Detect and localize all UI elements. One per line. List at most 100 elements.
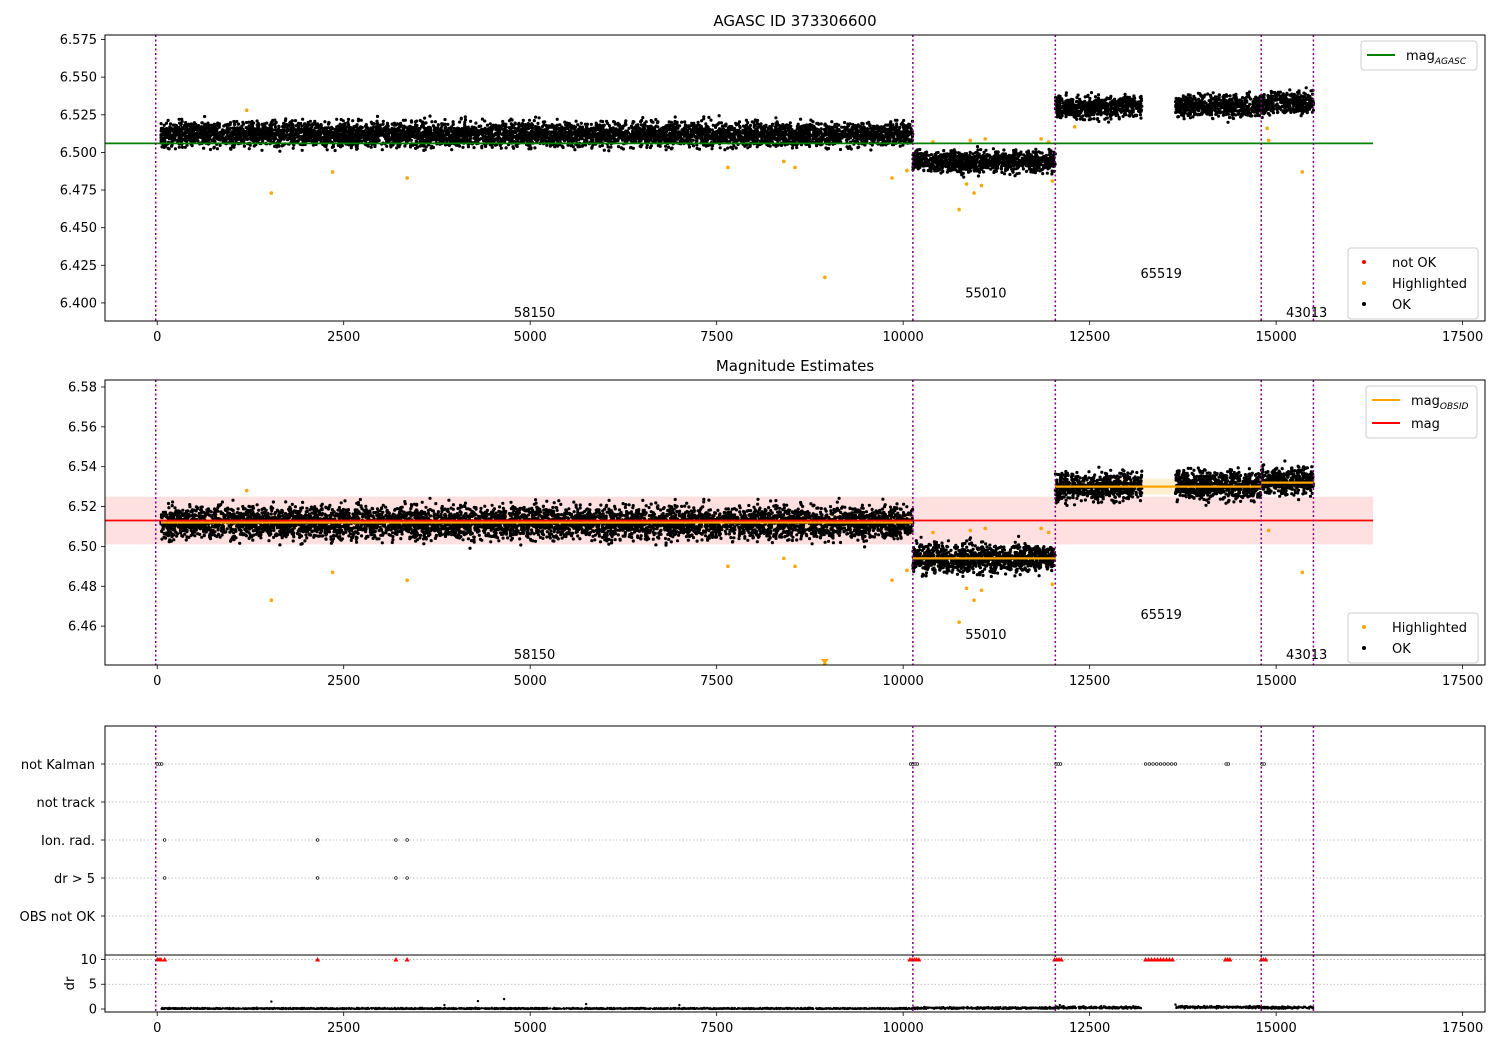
- legend-label: Highlighted: [1392, 621, 1467, 636]
- flag-marker: [395, 877, 398, 880]
- highlighted-point: [965, 182, 969, 186]
- y-tick-label: 6.500: [60, 146, 97, 161]
- ok-points-segment: [1176, 1006, 1260, 1009]
- y-tick-label: 6.450: [60, 221, 97, 236]
- highlighted-point: [726, 565, 730, 569]
- obsid-annotation: 43013: [1286, 648, 1327, 663]
- legend-label: Highlighted: [1392, 277, 1467, 292]
- legend-label: not OK: [1392, 256, 1437, 271]
- legend-label: mag: [1411, 417, 1440, 432]
- highlighted-point: [331, 571, 335, 575]
- x-tick-label: 15000: [1255, 1021, 1296, 1036]
- flag-marker: [406, 839, 409, 842]
- dr-point: [477, 1000, 479, 1002]
- x-tick-label: 5000: [514, 674, 547, 689]
- obsid-annotation: 55010: [965, 628, 1006, 643]
- chart-title: AGASC ID 373306600: [713, 12, 876, 30]
- highlighted-point: [1051, 179, 1055, 183]
- obsid-annotation: 58150: [514, 306, 555, 321]
- x-tick-label: 7500: [700, 1021, 733, 1036]
- x-tick-label: 17500: [1442, 674, 1483, 689]
- y-tick-label: 6.58: [68, 380, 97, 395]
- legend-marker: [1362, 625, 1366, 629]
- highlighted-point: [270, 598, 274, 602]
- legend-label: OK: [1392, 298, 1411, 313]
- flag-marker: [1163, 763, 1166, 766]
- x-tick-label: 0: [153, 330, 161, 345]
- highlighted-point: [1265, 127, 1269, 131]
- highlighted-point: [957, 208, 961, 212]
- highlighted-point: [782, 160, 786, 164]
- y-tick-label: 6.50: [68, 540, 97, 555]
- highlighted-point: [245, 489, 249, 493]
- flag-marker: [316, 839, 319, 842]
- y-tick-label: 6.575: [60, 33, 97, 48]
- dr-point: [443, 1004, 445, 1006]
- obsid-annotation: 65519: [1141, 267, 1182, 282]
- highlighted-point: [968, 529, 972, 533]
- highlighted-point: [793, 166, 797, 170]
- obsid-annotation: 55010: [965, 286, 1006, 301]
- highlighted-point: [983, 527, 987, 531]
- flag-marker: [1227, 763, 1230, 766]
- flag-marker: [395, 839, 398, 842]
- flag-category-label: not Kalman: [21, 758, 95, 773]
- dr-point: [678, 1004, 680, 1006]
- x-tick-label: 10000: [882, 1021, 923, 1036]
- highlighted-point: [972, 598, 976, 602]
- flag-marker: [163, 877, 166, 880]
- x-tick-label: 12500: [1069, 674, 1110, 689]
- highlighted-point: [965, 586, 969, 590]
- highlighted-point: [1073, 125, 1077, 129]
- y-tick-label: 6.52: [68, 500, 97, 515]
- dr-point: [503, 998, 505, 1000]
- x-tick-label: 5000: [514, 1021, 547, 1036]
- legend-marker: [1362, 302, 1366, 306]
- flag-marker: [1263, 763, 1266, 766]
- highlighted-point: [905, 169, 909, 173]
- x-tick-label: 2500: [327, 674, 360, 689]
- flag-category-label: Ion. rad.: [41, 834, 95, 849]
- highlighted-point: [245, 108, 249, 112]
- highlighted-point: [983, 137, 987, 141]
- x-tick-label: 0: [153, 1021, 161, 1036]
- x-tick-label: 17500: [1442, 1021, 1483, 1036]
- y-tick-label: 6.525: [60, 108, 97, 123]
- highlighted-point: [972, 191, 976, 195]
- flag-category-label: dr > 5: [54, 872, 95, 887]
- highlighted-point: [270, 191, 274, 195]
- highlighted-point: [980, 588, 984, 592]
- y-tick-label: 6.400: [60, 296, 97, 311]
- x-tick-label: 2500: [327, 330, 360, 345]
- x-tick-label: 15000: [1255, 330, 1296, 345]
- flag-marker: [1170, 763, 1173, 766]
- flag-marker: [1152, 763, 1155, 766]
- dr-point: [585, 1003, 587, 1005]
- flag-marker: [1167, 763, 1170, 766]
- legend-marker: [1362, 646, 1366, 650]
- highlighted-point: [890, 176, 894, 180]
- highlighted-point: [1047, 531, 1051, 535]
- flag-marker: [1059, 763, 1062, 766]
- x-tick-label: 7500: [700, 330, 733, 345]
- flag-marker: [160, 763, 163, 766]
- highlighted-point: [1300, 170, 1304, 174]
- x-tick-label: 2500: [327, 1021, 360, 1036]
- legend-marker: [1362, 281, 1366, 285]
- highlighted-point: [957, 620, 961, 624]
- legend-label: OK: [1392, 642, 1411, 657]
- flag-marker: [1148, 763, 1151, 766]
- flag-marker: [316, 877, 319, 880]
- x-tick-label: 12500: [1069, 1021, 1110, 1036]
- y-axis-label: dr: [63, 976, 78, 990]
- obsid-annotation: 58150: [514, 648, 555, 663]
- flag-marker: [1174, 763, 1177, 766]
- flag-marker: [1155, 763, 1158, 766]
- dr-point: [1174, 1003, 1176, 1005]
- flag-category-label: OBS not OK: [20, 910, 96, 925]
- obsid-annotation: 43013: [1286, 306, 1327, 321]
- y-tick-label: 6.46: [68, 620, 97, 635]
- highlighted-point: [980, 184, 984, 188]
- dr-point: [1059, 1004, 1061, 1006]
- highlighted-point: [968, 139, 972, 143]
